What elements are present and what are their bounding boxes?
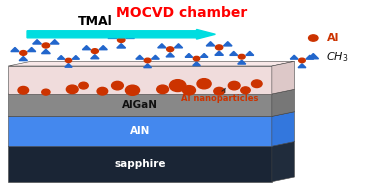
Polygon shape (206, 42, 215, 46)
Text: sapphire: sapphire (114, 159, 166, 169)
Ellipse shape (183, 86, 195, 95)
Polygon shape (174, 44, 183, 48)
Polygon shape (152, 55, 159, 59)
Polygon shape (19, 57, 28, 61)
Polygon shape (290, 55, 298, 59)
Polygon shape (8, 61, 294, 66)
Polygon shape (298, 64, 306, 68)
Polygon shape (158, 44, 166, 48)
Polygon shape (8, 66, 272, 94)
Polygon shape (272, 61, 294, 94)
Ellipse shape (299, 58, 305, 63)
Ellipse shape (169, 80, 186, 92)
Ellipse shape (157, 85, 169, 94)
Ellipse shape (91, 49, 98, 53)
Polygon shape (215, 51, 223, 55)
Ellipse shape (144, 58, 151, 63)
Ellipse shape (197, 79, 211, 89)
Ellipse shape (97, 87, 108, 95)
Polygon shape (117, 44, 125, 48)
Polygon shape (33, 40, 42, 44)
Polygon shape (136, 55, 144, 59)
Polygon shape (99, 46, 107, 50)
Polygon shape (8, 112, 294, 116)
Ellipse shape (167, 47, 174, 52)
Polygon shape (144, 64, 152, 68)
Ellipse shape (241, 87, 250, 94)
Polygon shape (28, 47, 36, 52)
Polygon shape (230, 51, 238, 55)
Ellipse shape (251, 80, 262, 88)
Text: Al: Al (327, 33, 339, 43)
Ellipse shape (112, 81, 123, 90)
Polygon shape (8, 89, 294, 94)
Ellipse shape (18, 86, 29, 94)
Text: AlGaN: AlGaN (122, 100, 158, 110)
Polygon shape (50, 40, 59, 44)
Ellipse shape (214, 87, 225, 95)
Polygon shape (108, 34, 117, 38)
Ellipse shape (308, 35, 318, 41)
Polygon shape (11, 47, 19, 52)
Text: $CH_3$: $CH_3$ (327, 50, 349, 64)
Ellipse shape (125, 85, 139, 95)
Text: AlN: AlN (130, 126, 150, 136)
Polygon shape (125, 34, 135, 38)
Text: TMAl: TMAl (77, 15, 112, 28)
Polygon shape (272, 112, 294, 146)
Polygon shape (246, 51, 254, 55)
Ellipse shape (238, 54, 245, 59)
Ellipse shape (79, 82, 88, 89)
Polygon shape (8, 94, 272, 116)
Text: Al nanoparticles: Al nanoparticles (181, 88, 259, 102)
Ellipse shape (65, 58, 71, 62)
Polygon shape (91, 55, 99, 59)
Polygon shape (8, 142, 294, 146)
Ellipse shape (67, 85, 78, 94)
Ellipse shape (193, 56, 200, 61)
Polygon shape (8, 116, 272, 146)
Ellipse shape (42, 43, 50, 48)
Ellipse shape (228, 81, 240, 90)
Polygon shape (82, 46, 91, 50)
Ellipse shape (20, 51, 27, 55)
Polygon shape (166, 53, 174, 57)
Ellipse shape (215, 45, 223, 50)
Polygon shape (8, 146, 272, 182)
Polygon shape (65, 64, 72, 67)
Text: MOCVD chamber: MOCVD chamber (116, 6, 247, 20)
Polygon shape (308, 54, 319, 59)
Ellipse shape (42, 89, 50, 95)
Polygon shape (306, 55, 314, 59)
FancyArrow shape (27, 30, 215, 39)
Polygon shape (42, 49, 50, 54)
Polygon shape (57, 56, 65, 59)
Polygon shape (272, 142, 294, 182)
Ellipse shape (118, 37, 125, 42)
Polygon shape (238, 60, 246, 64)
Polygon shape (72, 56, 79, 59)
Polygon shape (223, 42, 232, 46)
Polygon shape (200, 54, 208, 57)
Polygon shape (272, 89, 294, 116)
Polygon shape (193, 62, 200, 66)
Polygon shape (185, 54, 193, 57)
